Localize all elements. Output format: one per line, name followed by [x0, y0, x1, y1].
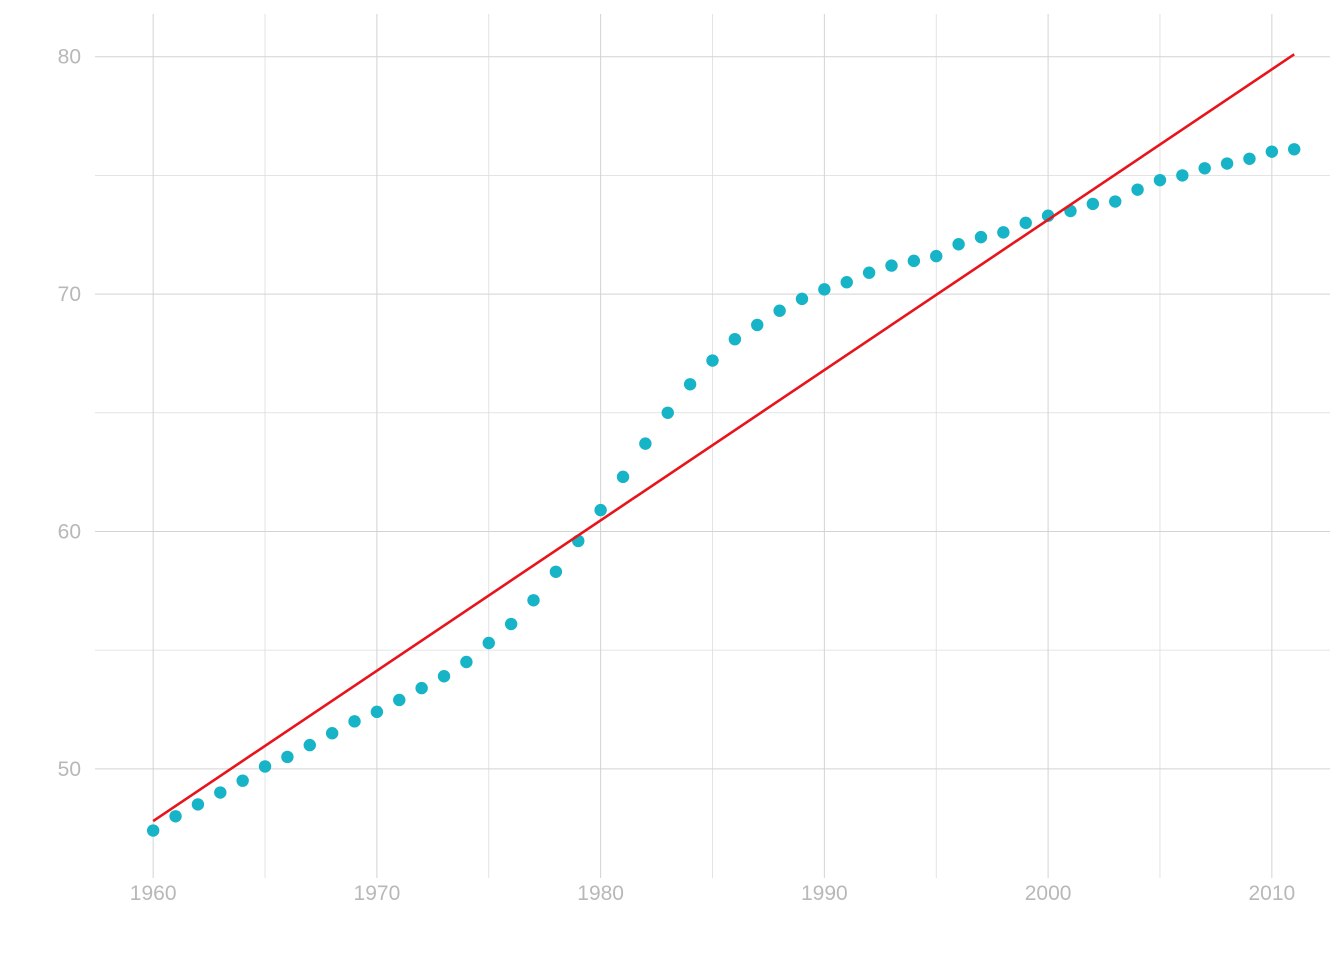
data-point	[594, 503, 607, 517]
data-point	[1198, 162, 1211, 175]
data-point	[974, 230, 988, 244]
data-point	[1288, 143, 1301, 156]
data-point	[146, 824, 160, 837]
y-tick-label: 60	[58, 520, 81, 543]
y-tick-label: 70	[58, 283, 81, 306]
minor-gridlines	[95, 14, 1330, 878]
data-point	[616, 470, 630, 484]
x-tick-label: 1960	[130, 882, 177, 905]
data-point	[1176, 169, 1189, 182]
y-axis-tick-labels: 50 60 70 80	[58, 46, 81, 781]
data-point	[504, 617, 518, 631]
data-point	[1243, 152, 1256, 165]
data-point	[706, 354, 719, 367]
data-point	[683, 378, 697, 391]
data-point	[773, 304, 786, 317]
data-point	[930, 249, 943, 263]
x-tick-label: 1980	[577, 882, 624, 905]
x-tick-label: 1990	[801, 882, 848, 905]
data-point	[862, 266, 876, 279]
data-point	[1265, 145, 1279, 158]
x-axis-tick-labels: 1960 1970 1980 1990 2000 2010	[130, 882, 1295, 905]
data-point	[549, 565, 563, 579]
x-tick-label: 2000	[1025, 882, 1072, 905]
data-point	[1019, 216, 1032, 230]
data-point	[885, 259, 898, 272]
data-point	[751, 318, 764, 332]
data-point	[661, 406, 674, 419]
data-point	[1109, 195, 1122, 208]
data-point	[325, 727, 339, 740]
data-point	[460, 655, 473, 669]
y-tick-label: 80	[58, 46, 81, 69]
trend-line-group	[152, 53, 1295, 823]
data-point	[795, 292, 809, 306]
data-point	[952, 238, 965, 251]
data-point	[303, 738, 316, 752]
data-point	[348, 715, 361, 728]
data-point	[370, 705, 384, 719]
data-point	[1086, 197, 1100, 211]
data-point	[1153, 173, 1167, 187]
data-point	[393, 693, 406, 707]
data-point	[437, 670, 451, 683]
data-point	[482, 636, 495, 650]
data-point	[527, 594, 540, 607]
data-point	[169, 810, 182, 823]
trend-line	[152, 53, 1295, 823]
data-point	[191, 798, 205, 811]
data-point	[728, 332, 742, 346]
data-point	[1131, 183, 1144, 196]
data-point	[1220, 157, 1234, 170]
data-point	[639, 437, 652, 450]
major-gridlines	[95, 14, 1330, 878]
data-point	[840, 276, 853, 289]
data-point	[907, 254, 921, 268]
data-point	[415, 681, 428, 695]
data-point	[214, 786, 227, 799]
data-points	[146, 143, 1301, 837]
x-tick-label: 2010	[1248, 882, 1295, 905]
data-point	[236, 774, 249, 787]
x-tick-label: 1970	[354, 882, 401, 905]
data-point	[281, 750, 294, 764]
y-tick-label: 50	[58, 758, 81, 781]
data-point	[258, 760, 272, 773]
data-point	[997, 226, 1010, 239]
data-point	[818, 283, 831, 296]
